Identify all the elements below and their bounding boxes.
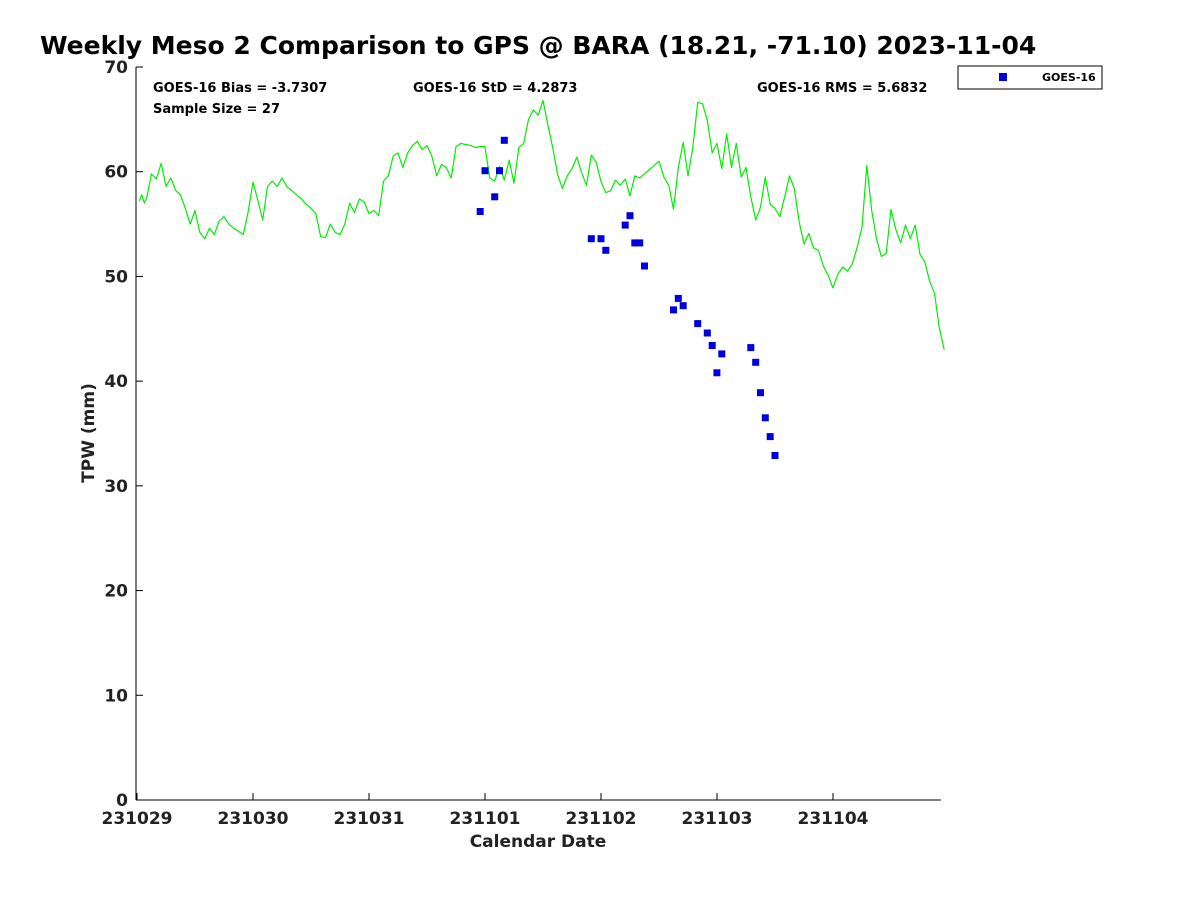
gps-series-line xyxy=(138,99,945,350)
bias-stat: GOES-16 Bias = -3.7307 xyxy=(153,81,327,96)
goes16-point xyxy=(476,208,484,215)
goes16-point xyxy=(621,221,629,229)
goes16-point xyxy=(766,433,774,441)
x-tick-label: 231031 xyxy=(334,809,405,829)
x-tick-label: 231103 xyxy=(682,809,753,829)
y-tick-label: 30 xyxy=(104,477,128,497)
y-tick-label: 70 xyxy=(104,58,128,78)
goes16-point xyxy=(587,235,595,243)
y-tick-label: 50 xyxy=(104,267,128,287)
goes16-point xyxy=(670,306,677,314)
x-axis-ticks: 231029 231030 231031 231101 231102 231103 2311… xyxy=(102,793,869,829)
goes16-point xyxy=(597,235,605,243)
goes16-point xyxy=(771,452,779,459)
rms-stat: GOES-16 RMS = 5.6832 xyxy=(757,81,927,96)
chart-title: Weekly Meso 2 Comparison to GPS @ BARA (… xyxy=(40,31,1036,60)
x-tick-label: 231101 xyxy=(450,809,521,829)
goes16-point xyxy=(602,246,610,254)
goes16-point xyxy=(500,136,508,144)
goes16-point xyxy=(636,239,644,247)
goes16-point xyxy=(674,294,682,302)
y-tick-label: 10 xyxy=(104,686,128,706)
goes16-point xyxy=(761,414,769,422)
x-axis-label: Calendar Date xyxy=(470,832,607,852)
goes16-point xyxy=(641,262,648,270)
goes16-point xyxy=(718,350,726,358)
legend-box xyxy=(957,65,1103,90)
legend-label-goes16: GOES-16 xyxy=(1042,71,1096,84)
goes16-point xyxy=(694,320,702,328)
goes16-point xyxy=(703,329,711,337)
y-axis-label: TPW (mm) xyxy=(79,383,99,483)
goes16-point xyxy=(757,389,764,397)
goes16-point xyxy=(713,369,721,377)
y-tick-label: 0 xyxy=(116,791,128,811)
goes16-point xyxy=(752,358,760,366)
goes16-point xyxy=(481,167,489,175)
goes16-point xyxy=(626,212,634,220)
goes16-point xyxy=(496,167,503,175)
std-stat: GOES-16 StD = 4.2873 xyxy=(413,81,577,96)
x-tick-label: 231029 xyxy=(102,809,173,829)
legend-marker-goes16 xyxy=(999,73,1007,81)
y-tick-label: 60 xyxy=(104,163,128,183)
x-tick-label: 231030 xyxy=(218,809,289,829)
legend: GOES-16 xyxy=(957,65,1103,90)
sample-size-stat: Sample Size = 27 xyxy=(153,102,280,117)
goes16-point xyxy=(747,344,755,352)
y-tick-label: 40 xyxy=(104,372,128,392)
x-tick-label: 231104 xyxy=(798,809,869,829)
goes16-point xyxy=(491,193,499,201)
y-axis-ticks: 0 10 20 30 40 50 60 70 xyxy=(104,58,143,811)
plot-area xyxy=(136,67,941,800)
goes16-point xyxy=(708,342,716,349)
y-tick-label: 20 xyxy=(104,582,128,602)
x-tick-label: 231102 xyxy=(566,809,637,829)
goes16-point xyxy=(679,302,687,310)
plot-layer xyxy=(138,99,945,459)
goes16-point xyxy=(631,239,639,247)
